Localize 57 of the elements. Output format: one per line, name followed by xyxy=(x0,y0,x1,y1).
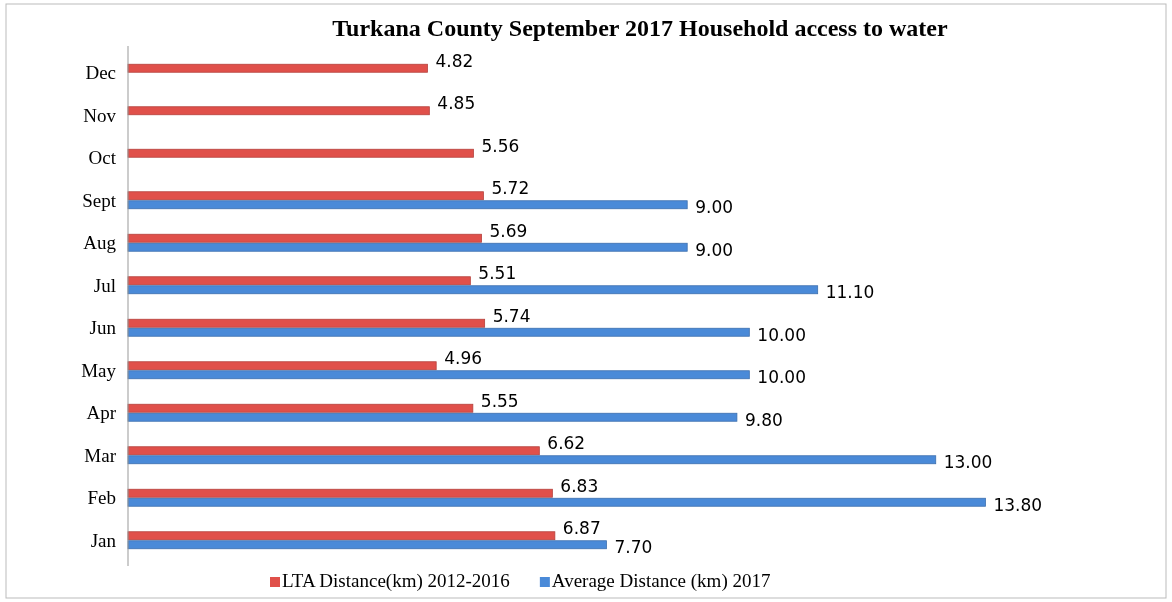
bar xyxy=(127,191,484,201)
bar xyxy=(127,242,688,252)
data-label: 5.74 xyxy=(492,305,531,326)
bar xyxy=(127,200,688,210)
bar xyxy=(127,361,437,371)
y-tick-label: Sept xyxy=(82,189,117,211)
bar xyxy=(127,540,607,550)
data-label: 10.00 xyxy=(757,324,807,345)
y-tick-label: May xyxy=(81,359,117,381)
data-label: 5.55 xyxy=(480,390,519,411)
data-label: 5.56 xyxy=(481,135,520,156)
data-label: 9.00 xyxy=(695,239,734,260)
chart-title: Turkana County September 2017 Household access to water xyxy=(332,15,949,41)
y-tick-label: Jan xyxy=(90,529,117,551)
data-label: 5.51 xyxy=(478,263,517,284)
y-tick-label: Mar xyxy=(84,444,117,466)
y-tick-label: Feb xyxy=(87,487,116,509)
data-label: 6.83 xyxy=(560,475,599,496)
bar xyxy=(127,446,540,456)
data-label: 9.00 xyxy=(695,197,734,218)
bar xyxy=(127,106,430,116)
data-label: 7.70 xyxy=(614,537,653,558)
data-label: 6.62 xyxy=(547,433,586,454)
data-label: 5.72 xyxy=(491,178,530,199)
legend-label: Average Distance (km) 2017 xyxy=(551,570,771,592)
bar xyxy=(127,412,738,422)
bar xyxy=(127,285,819,295)
legend-label: LTA Distance(km) 2012-2016 xyxy=(282,570,510,592)
y-tick-label: Aug xyxy=(83,232,117,254)
data-label: 6.87 xyxy=(562,518,601,539)
y-tick-label: Jul xyxy=(93,274,116,296)
bar xyxy=(127,318,486,328)
bar xyxy=(127,455,937,465)
bar xyxy=(127,403,474,413)
y-tick-label: Apr xyxy=(86,402,117,424)
bar xyxy=(127,488,553,498)
bar xyxy=(127,327,750,337)
y-tick-label: Jun xyxy=(89,317,117,339)
y-tick-label: Dec xyxy=(85,62,116,84)
data-label: 9.80 xyxy=(744,409,783,430)
data-label: 10.00 xyxy=(757,367,807,388)
data-label: 4.82 xyxy=(435,50,474,71)
data-label: 5.69 xyxy=(489,220,528,241)
data-label: 13.80 xyxy=(993,494,1043,515)
bar xyxy=(127,63,428,73)
data-label: 11.10 xyxy=(825,282,875,303)
bar xyxy=(127,370,750,380)
bar xyxy=(127,497,986,507)
y-tick-label: Oct xyxy=(88,147,117,169)
data-label: 4.96 xyxy=(444,348,483,369)
data-label: 4.85 xyxy=(437,93,476,114)
bar xyxy=(127,148,474,158)
bar xyxy=(127,531,556,541)
bar xyxy=(127,276,471,286)
y-tick-label: Nov xyxy=(83,104,117,126)
bar xyxy=(127,233,482,243)
data-label: 13.00 xyxy=(943,452,993,473)
